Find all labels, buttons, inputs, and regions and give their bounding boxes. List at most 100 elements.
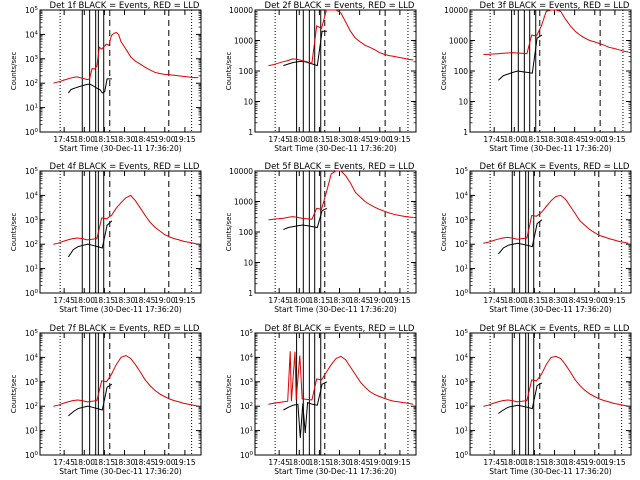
lld-series-line [268,170,414,221]
chart-panel-3: Det 3f BLACK = Events, RED = LLD Counts/s… [440,1,632,153]
y-tick-label: 105 [25,6,39,15]
x-tick-label: 18:15 [309,135,331,144]
y-tick-label: 10 [458,98,468,107]
chart-panel-4: Det 4f BLACK = Events, RED = LLD Counts/s… [10,162,202,314]
x-tick-label: 18:45 [134,458,156,467]
x-tick-label: 17:45 [268,296,290,305]
chart-title: Det 6f BLACK = Events, RED = LLD [480,162,630,172]
y-tick-label: 103 [455,216,469,225]
x-tick-label: 18:45 [349,296,371,305]
lld-series-line [268,9,414,67]
x-tick-label: 19:15 [389,296,411,305]
y-axis-label: Counts/sec [225,375,233,414]
x-tick-label: 18:00 [503,135,525,144]
y-tick-label: 104 [455,353,469,362]
y-tick-exponent: 5 [35,167,39,173]
y-tick-label: 100 [455,289,469,298]
y-tick-exponent: 2 [465,402,469,408]
events-series-line [498,219,543,255]
y-tick-exponent: 2 [250,402,254,408]
x-axis-label: Start Time (30-Dec-11 17:36:20) [274,467,396,476]
y-axis-label: Counts/sec [10,375,18,414]
x-axis-label: Start Time (30-Dec-11 17:36:20) [489,305,611,314]
lld-series-line [53,194,199,245]
chart-title: Det 5f BLACK = Events, RED = LLD [265,162,415,172]
events-series-line [283,381,328,438]
y-tick-label: 104 [25,353,39,362]
y-tick-label: 101 [25,104,38,113]
x-tick-label: 17:45 [53,135,75,144]
y-tick-label: 1 [248,289,253,298]
x-tick-label: 18:00 [73,135,95,144]
y-tick-exponent: 4 [35,191,39,197]
y-tick-label: 100 [239,228,254,237]
y-tick-exponent: 3 [465,216,469,222]
x-axis-label: Start Time (30-Dec-11 17:36:20) [59,305,181,314]
x-tick-label: 19:00 [154,135,176,144]
x-axis-label: Start Time (30-Dec-11 17:36:20) [274,305,396,314]
y-tick-label: 105 [25,329,39,338]
x-tick-label: 18:30 [114,135,136,144]
y-tick-label: 104 [25,30,39,39]
x-tick-label: 18:45 [564,458,586,467]
y-tick-exponent: 5 [250,329,254,335]
x-tick-label: 19:15 [174,135,196,144]
x-tick-label: 17:45 [483,458,505,467]
x-tick-label: 19:00 [584,135,606,144]
y-tick-exponent: 0 [465,451,469,457]
y-tick-label: 102 [455,240,468,249]
y-tick-exponent: 3 [35,378,39,384]
x-axis-label: Start Time (30-Dec-11 17:36:20) [59,467,181,476]
y-tick-label: 104 [240,353,254,362]
x-tick-label: 18:30 [329,458,351,467]
x-tick-label: 19:15 [604,135,626,144]
x-axis-label: Start Time (30-Dec-11 17:36:20) [489,467,611,476]
x-tick-label: 17:45 [483,296,505,305]
y-tick-label: 10000 [229,6,253,15]
x-tick-label: 18:45 [349,458,371,467]
x-tick-label: 18:45 [564,135,586,144]
lld-series-line [483,194,629,244]
lld-series-line [268,351,414,405]
y-tick-label: 103 [455,378,469,387]
y-tick-label: 100 [25,289,39,298]
x-tick-label: 18:00 [288,296,310,305]
x-tick-label: 18:30 [544,135,566,144]
y-tick-label: 102 [25,79,38,88]
x-tick-label: 18:15 [524,458,546,467]
events-series-line [67,220,113,258]
chart-panel-1: Det 1f BLACK = Events, RED = LLD Counts/s… [10,1,202,153]
y-tick-label: 102 [455,402,468,411]
plot-frame [39,170,202,294]
x-tick-label: 17:45 [268,135,290,144]
events-series-line [283,30,327,67]
x-tick-label: 18:15 [94,135,116,144]
x-tick-label: 19:15 [389,135,411,144]
plot-frame [469,332,632,456]
events-series-line [67,78,112,94]
y-tick-label: 10000 [229,167,253,176]
y-axis-label: Counts/sec [225,52,233,91]
y-tick-label: 101 [240,427,253,436]
lld-series-line [53,354,199,407]
x-tick-label: 18:00 [288,458,310,467]
y-tick-label: 101 [25,265,38,274]
plot-frame [254,9,417,133]
x-tick-label: 18:45 [134,296,156,305]
y-tick-exponent: 0 [250,451,254,457]
y-tick-exponent: 2 [35,79,39,85]
plot-frame [254,332,417,456]
x-tick-label: 17:45 [53,458,75,467]
x-tick-label: 18:45 [564,296,586,305]
y-tick-exponent: 3 [250,378,254,384]
y-axis-label: Counts/sec [440,213,448,252]
y-tick-label: 10 [243,98,253,107]
x-tick-label: 17:45 [483,135,505,144]
y-axis-label: Counts/sec [10,52,18,91]
x-tick-label: 18:30 [329,135,351,144]
y-tick-exponent: 0 [35,289,39,295]
y-axis-label: Counts/sec [225,213,233,252]
y-tick-exponent: 2 [35,240,39,246]
y-tick-exponent: 4 [465,191,469,197]
chart-title: Det 2f BLACK = Events, RED = LLD [265,1,415,11]
